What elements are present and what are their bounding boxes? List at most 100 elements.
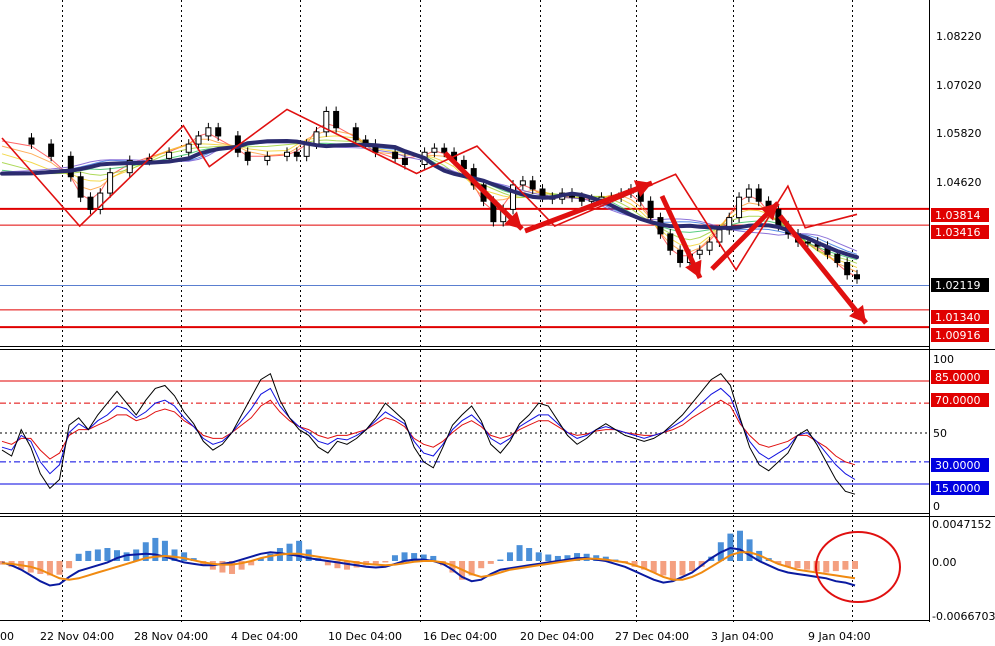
zigzag-line [1,108,858,272]
macd-bar [852,561,858,569]
trend-arrow-head [848,304,866,323]
macd-bar [104,548,111,561]
candle-body [647,200,654,219]
candle-body [166,151,173,159]
time-tick-label: 27 Dec 04:00 [615,630,689,643]
candle-body [854,274,860,280]
macd-bar [631,561,638,567]
macd-bar [660,561,667,576]
macd-tick-label: 0.0047152 [932,518,992,531]
macd-bar [736,530,743,561]
macd-bar [689,561,696,572]
trend-arrow-head [685,259,702,278]
candle-body [844,261,851,276]
candle-body [392,151,399,159]
price-axis: 1.08220 1.07020 1.05820 1.04620 1.03814 … [931,30,989,342]
oscillator-level-label: 85.0000 [935,371,981,384]
candle-body [755,188,762,202]
macd-bar [85,550,92,561]
macd-bar [775,561,782,564]
trend-arrow-head [504,211,522,229]
macd-bar [142,542,149,561]
macd-bar [238,561,245,570]
macd-bar [248,561,255,566]
macd-bar [123,552,130,561]
trend-arrow-head [760,203,778,221]
time-tick-label: 16 Dec 04:00 [423,630,497,643]
macd-bar [56,561,63,575]
candle-body [313,131,320,145]
candle-body [745,188,752,198]
macd-bar [554,555,561,561]
macd-bar [401,552,408,561]
candle-body [205,127,212,137]
candle-body [67,155,74,178]
macd-bar [372,561,379,564]
level-tag-label: 1.03416 [935,226,981,239]
candle-body [696,249,703,255]
macd-bar [391,555,398,561]
candle-body [323,110,330,133]
time-tick-label: 20 Dec 04:00 [520,630,594,643]
candle-body [28,137,35,145]
macd-bar [114,550,121,561]
macd-bar [516,545,523,561]
candle-body [519,180,526,186]
candle-body [677,249,684,263]
time-tick-label: 9 Jan 04:00 [808,630,871,643]
ribbon-line [1,142,858,252]
oscillator-level-label: 70.0000 [935,394,981,407]
macd-bar [535,552,542,561]
candle-body [510,184,517,210]
candle-body [244,151,251,161]
macd-bar [832,561,839,572]
candle-body [185,143,192,153]
macd-bar [286,543,293,561]
candle-body [293,151,300,157]
macd-bar [161,540,168,561]
level-tag [931,310,989,324]
oscillator-level-tag [931,393,989,407]
macd-bar [94,549,101,561]
candle-body [215,127,222,137]
macd-bar [794,561,801,569]
macd-bar [334,561,341,569]
oscillator-line [1,387,856,480]
candle-body [578,196,585,202]
macd-bar [564,555,571,561]
price-tick-label: 1.04620 [936,176,982,189]
macd-bar [698,561,705,567]
level-tag [931,328,989,342]
macd-bar [382,561,389,563]
candle-body [667,233,674,251]
time-tick-label: 3 Jan 04:00 [711,630,774,643]
macd-bar [487,561,494,564]
ribbon-line [1,139,858,264]
macd-bar [804,561,811,570]
macd-bar [181,552,188,561]
oscillator-level-tag [931,481,989,495]
level-tag-label: 1.01340 [935,311,981,324]
trend-arrow-shaft [524,180,653,234]
ribbon-line [1,140,858,261]
macd-bar [430,555,437,561]
highlight-circle [815,531,901,603]
macd-tick-label: 0.00 [932,556,957,569]
oscillator-level-label: 30.0000 [935,459,981,472]
candle-body [77,176,84,198]
macd-bar [574,553,581,561]
macd-pane: 0.0047152 0.00 -0.0066703 [0,518,995,623]
candle-body [529,180,536,190]
macd-bar [641,561,648,570]
trend-arrow-shaft [778,214,868,325]
macd-bar [267,553,274,561]
oscillator-line [1,399,856,466]
candle-body [401,157,408,166]
candle-body [195,135,202,145]
price-tick-label: 1.07020 [936,79,982,92]
candle-body [107,172,114,194]
macd-bar [478,561,485,569]
pane-frames [0,0,995,622]
candle-body [48,143,55,157]
